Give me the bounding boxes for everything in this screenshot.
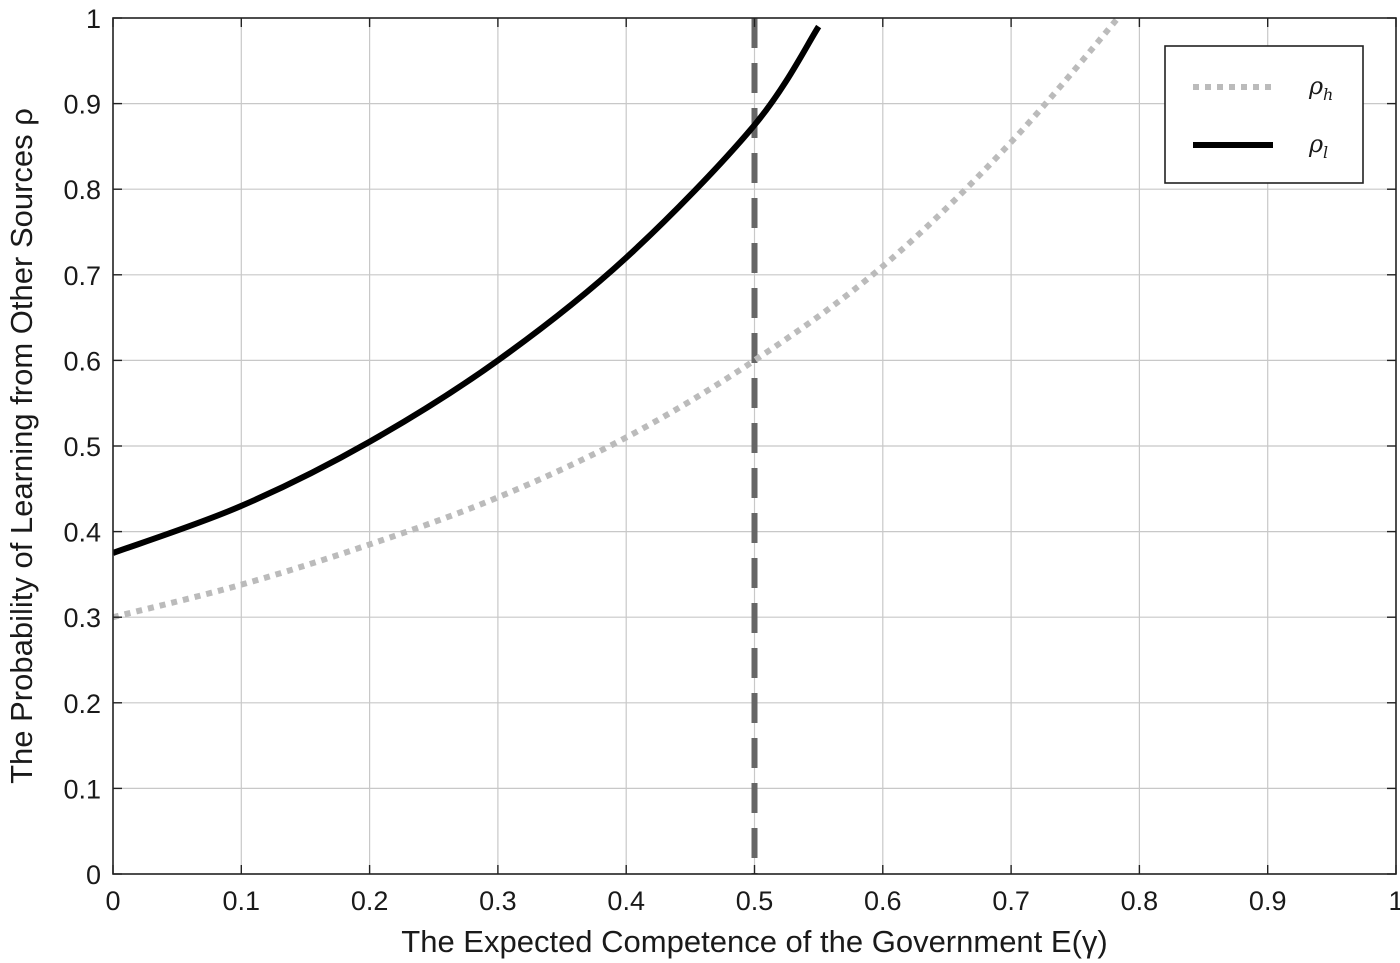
legend-label-h: ρ bbox=[1308, 72, 1323, 100]
y-tick-label: 0.9 bbox=[63, 90, 101, 120]
y-tick-label: 0.8 bbox=[63, 175, 101, 205]
x-axis-label: The Expected Competence of the Governmen… bbox=[401, 924, 1107, 959]
y-tick-label: 0.1 bbox=[63, 774, 101, 804]
y-tick-label: 0.6 bbox=[63, 346, 101, 376]
y-tick-label: 0.5 bbox=[63, 432, 101, 462]
legend-box bbox=[1164, 45, 1364, 184]
y-tick-label: 0.7 bbox=[63, 261, 101, 291]
legend: ρ hρ l bbox=[1164, 45, 1364, 184]
legend-label-l: ρ bbox=[1308, 130, 1323, 158]
y-axis-ticks: 0 0.1 0.2 0.3 0.4 0.5 0.6 0.7 0.8 0.9 1 bbox=[63, 4, 1396, 890]
y-tick-label: 0.4 bbox=[63, 518, 101, 548]
x-tick-label: 1 bbox=[1388, 886, 1400, 916]
x-tick-label: 0.6 bbox=[864, 886, 902, 916]
x-tick-label: 0.4 bbox=[607, 886, 645, 916]
x-tick-label: 0.3 bbox=[479, 886, 517, 916]
legend-subscript-h: h bbox=[1323, 85, 1333, 104]
x-tick-label: 0 bbox=[105, 886, 120, 916]
legend-subscript-l: l bbox=[1323, 143, 1328, 162]
x-tick-label: 0.5 bbox=[736, 886, 774, 916]
series-line-h bbox=[113, 18, 1122, 621]
y-tick-label: 0.2 bbox=[63, 689, 101, 719]
x-axis-ticks: 0 0.1 0.2 0.3 0.4 0.5 0.6 0.7 0.8 0.9 1 bbox=[105, 18, 1400, 916]
y-tick-label: 1 bbox=[86, 4, 101, 34]
y-axis-label: The Probability of Learning from Other S… bbox=[4, 108, 39, 784]
x-tick-label: 0.8 bbox=[1121, 886, 1159, 916]
x-tick-label: 0.2 bbox=[351, 886, 389, 916]
x-tick-label: 0.9 bbox=[1249, 886, 1287, 916]
y-tick-label: 0 bbox=[86, 860, 101, 890]
x-tick-label: 0.7 bbox=[992, 886, 1030, 916]
series-layer bbox=[113, 18, 1122, 621]
y-tick-label: 0.3 bbox=[63, 603, 101, 633]
x-tick-label: 0.1 bbox=[223, 886, 261, 916]
series-line-l bbox=[113, 24, 822, 556]
